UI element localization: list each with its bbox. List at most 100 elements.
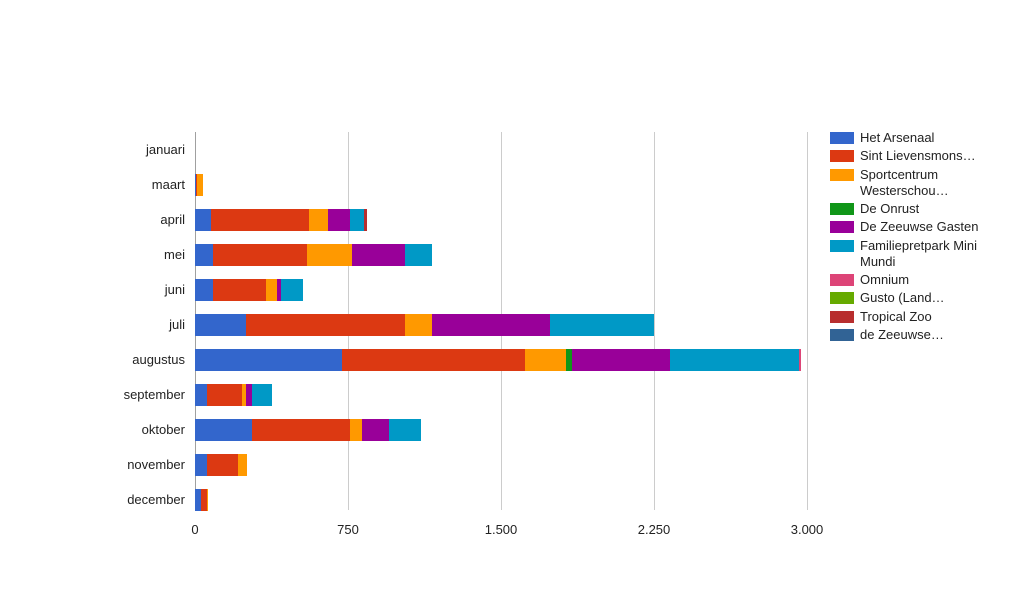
bar-segment[interactable] (211, 209, 309, 231)
bar-segment[interactable] (195, 384, 207, 406)
legend-label: Tropical Zoo (860, 309, 932, 325)
category-label: augustus (132, 352, 185, 367)
legend-item[interactable]: Familiepretpark Mini Mundi (830, 238, 1010, 271)
category-label: mei (164, 247, 185, 262)
legend-label: Gusto (Land… (860, 290, 945, 306)
legend-label: Omnium (860, 272, 909, 288)
bar-segment[interactable] (352, 244, 405, 266)
bar-segment[interactable] (670, 349, 799, 371)
bar-segment[interactable] (197, 174, 203, 196)
bar-row (195, 384, 807, 406)
legend-item[interactable]: De Onrust (830, 201, 1010, 217)
bar-segment[interactable] (362, 419, 389, 441)
bar-segment[interactable] (195, 349, 342, 371)
bar-segment[interactable] (213, 279, 266, 301)
legend-item[interactable]: Het Arsenaal (830, 130, 1010, 146)
legend-swatch (830, 292, 854, 304)
legend-label: Familiepretpark Mini Mundi (860, 238, 1010, 271)
legend-label: De Onrust (860, 201, 919, 217)
category-label: juli (169, 317, 185, 332)
category-label: november (127, 457, 185, 472)
legend-swatch (830, 169, 854, 181)
legend-swatch (830, 132, 854, 144)
bar-segment[interactable] (389, 419, 422, 441)
bar-segment[interactable] (281, 279, 303, 301)
bar-segment[interactable] (207, 489, 208, 511)
x-tick-label: 2.250 (638, 522, 671, 537)
bar-segment[interactable] (432, 314, 550, 336)
bar-segment[interactable] (195, 419, 252, 441)
legend-item[interactable]: Sportcentrum Westerschou… (830, 167, 1010, 200)
bar-segment[interactable] (342, 349, 526, 371)
bar-segment[interactable] (246, 314, 405, 336)
bar-row (195, 139, 807, 161)
plot-area (195, 132, 807, 510)
legend-label: Sint Lievensmons… (860, 148, 976, 164)
legend-item[interactable]: Gusto (Land… (830, 290, 1010, 306)
x-tick-label: 1.500 (485, 522, 518, 537)
bar-row (195, 419, 807, 441)
category-label: april (160, 212, 185, 227)
x-tick-label: 0 (191, 522, 198, 537)
bar-segment[interactable] (364, 209, 367, 231)
bar-segment[interactable] (195, 244, 213, 266)
bar-row (195, 489, 807, 511)
gridline (807, 132, 808, 510)
bar-segment[interactable] (350, 419, 362, 441)
x-tick-label: 750 (337, 522, 359, 537)
category-label: januari (146, 142, 185, 157)
bar-segment[interactable] (550, 314, 654, 336)
legend-item[interactable]: Tropical Zoo (830, 309, 1010, 325)
legend-swatch (830, 221, 854, 233)
bar-segment[interactable] (309, 209, 327, 231)
legend-swatch (830, 329, 854, 341)
legend-label: De Zeeuwse Gasten (860, 219, 979, 235)
legend-label: de Zeeuwse… (860, 327, 944, 343)
bar-segment[interactable] (799, 349, 801, 371)
legend-swatch (830, 150, 854, 162)
legend-swatch (830, 311, 854, 323)
bar-segment[interactable] (207, 384, 242, 406)
x-tick-label: 3.000 (791, 522, 824, 537)
bar-row (195, 314, 807, 336)
legend-item[interactable]: de Zeeuwse… (830, 327, 1010, 343)
bar-segment[interactable] (405, 244, 432, 266)
legend: Het Arsenaal Sint Lievensmons… Sportcentru… (830, 130, 1010, 345)
bar-row (195, 349, 807, 371)
bar-segment[interactable] (328, 209, 350, 231)
bar-segment[interactable] (238, 454, 247, 476)
bar-segment[interactable] (195, 454, 207, 476)
bar-segment[interactable] (350, 209, 364, 231)
bar-row (195, 209, 807, 231)
bar-row (195, 279, 807, 301)
legend-label: Sportcentrum Westerschou… (860, 167, 1010, 200)
category-label: september (124, 387, 185, 402)
bar-segment[interactable] (266, 279, 276, 301)
bar-segment[interactable] (195, 209, 211, 231)
bar-segment[interactable] (195, 279, 213, 301)
category-label: oktober (142, 422, 185, 437)
bar-segment[interactable] (252, 419, 350, 441)
legend-swatch (830, 274, 854, 286)
legend-label: Het Arsenaal (860, 130, 934, 146)
stacked-bar-chart: Het Arsenaal Sint Lievensmons… Sportcentru… (0, 0, 1024, 607)
bar-segment[interactable] (252, 384, 272, 406)
bar-segment[interactable] (213, 244, 307, 266)
bar-segment[interactable] (525, 349, 566, 371)
bar-row (195, 244, 807, 266)
bar-segment[interactable] (572, 349, 670, 371)
legend-item[interactable]: De Zeeuwse Gasten (830, 219, 1010, 235)
bar-segment[interactable] (307, 244, 352, 266)
bar-segment[interactable] (207, 454, 238, 476)
bar-row (195, 454, 807, 476)
bar-row (195, 174, 807, 196)
legend-swatch (830, 240, 854, 252)
bar-segment[interactable] (195, 314, 246, 336)
legend-swatch (830, 203, 854, 215)
bar-segment[interactable] (405, 314, 432, 336)
category-label: maart (152, 177, 185, 192)
legend-item[interactable]: Sint Lievensmons… (830, 148, 1010, 164)
category-label: december (127, 492, 185, 507)
legend-item[interactable]: Omnium (830, 272, 1010, 288)
category-label: juni (165, 282, 185, 297)
